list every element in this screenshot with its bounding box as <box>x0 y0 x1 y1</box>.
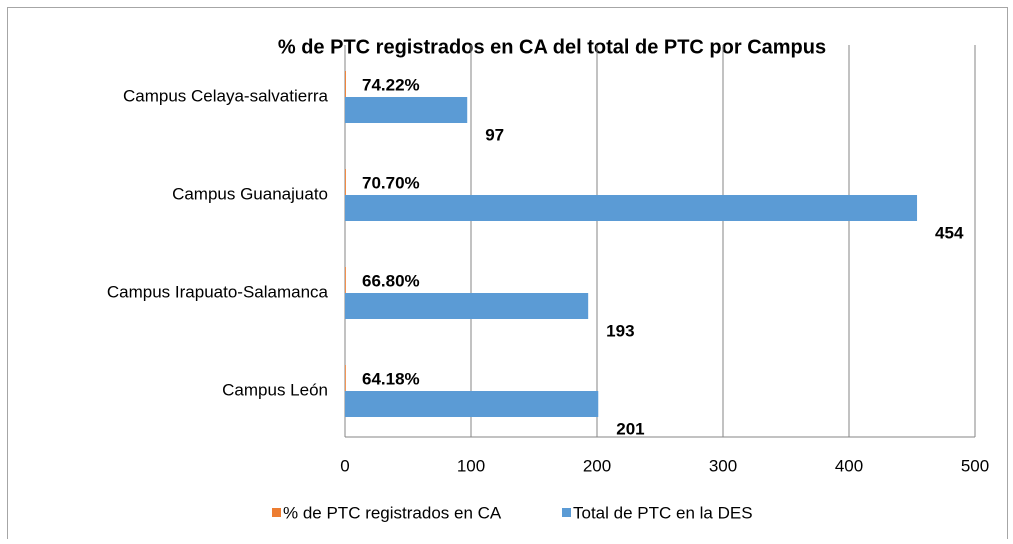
bar <box>345 169 346 195</box>
bar <box>345 195 918 221</box>
x-tick-label: 500 <box>961 456 989 475</box>
data-label: 193 <box>606 321 634 340</box>
x-tick-label: 400 <box>835 456 863 475</box>
chart-frame <box>7 7 1008 544</box>
legend-label: % de PTC registrados en CA <box>283 503 502 522</box>
legend-swatch <box>562 508 571 517</box>
x-tick-label: 300 <box>709 456 737 475</box>
bar <box>345 71 346 97</box>
bar <box>345 97 468 123</box>
legend-label: Total de PTC en la DES <box>573 503 753 522</box>
chart-title: % de PTC registrados en CA del total de … <box>278 36 826 58</box>
y-tick-label: Campus Irapuato-Salamanca <box>107 282 329 301</box>
data-label: 454 <box>935 223 964 242</box>
data-label: 66.80% <box>362 271 420 290</box>
data-label: 70.70% <box>362 173 420 192</box>
x-tick-label: 200 <box>583 456 611 475</box>
bar <box>345 365 346 391</box>
bar <box>345 267 346 293</box>
x-tick-label: 0 <box>340 456 349 475</box>
y-tick-label: Campus León <box>222 380 328 399</box>
data-label: 201 <box>616 419 644 438</box>
y-tick-label: Campus Celaya-salvatierra <box>123 86 329 105</box>
data-label: 74.22% <box>362 75 420 94</box>
bar <box>345 293 589 319</box>
data-label: 64.18% <box>362 369 420 388</box>
bar <box>345 391 599 417</box>
x-tick-label: 100 <box>457 456 485 475</box>
legend-swatch <box>272 508 281 517</box>
y-tick-label: Campus Guanajuato <box>172 184 328 203</box>
data-label: 97 <box>485 125 504 144</box>
